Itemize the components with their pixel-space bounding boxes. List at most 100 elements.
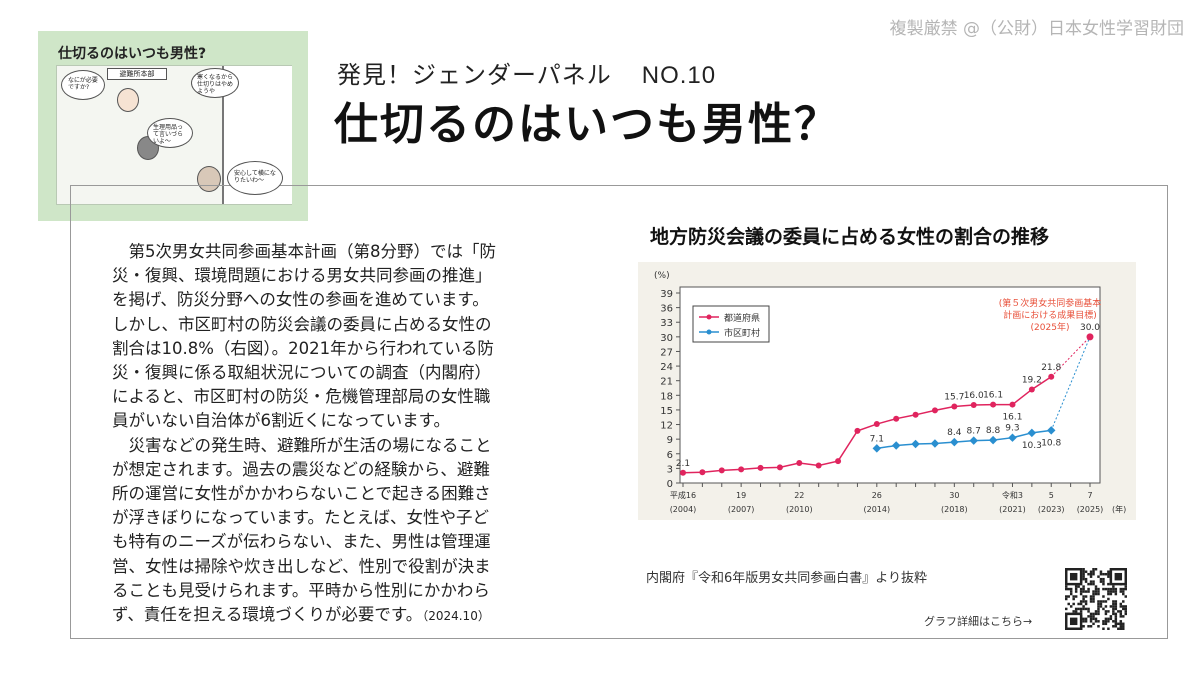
qr-module (1122, 622, 1125, 626)
body-line: ず、責任を担える環境づくりが必要です。（2024.10） (112, 603, 496, 628)
illustration-title: 仕切るのはいつも男性? (58, 46, 207, 62)
qr-module (1112, 620, 1115, 623)
legend-label: 都道府県 (724, 312, 760, 324)
qr-module (1112, 607, 1115, 611)
qr-module (1072, 610, 1075, 613)
qr-module (1065, 597, 1068, 601)
x-tick-label: 22 (794, 491, 804, 500)
manga-illustration: 仕切るのはいつも男性? 避難所本部 なにが必要ですか? 生理用品って言いづらいよ… (38, 31, 308, 221)
body-line: を掲げ、防災分野への女性の参画を進めています。 (112, 290, 489, 310)
qr-module (1084, 570, 1088, 573)
muni-data-point (969, 436, 978, 445)
qr-module (1109, 587, 1113, 591)
qr-module (1112, 602, 1115, 606)
qr-module (1119, 610, 1123, 613)
qr-module (1112, 600, 1115, 603)
qr-module (1082, 617, 1085, 621)
pref-data-point (990, 401, 997, 408)
graph-detail-link[interactable]: グラフ詳細はこちら→ (924, 615, 1033, 628)
qr-module (1092, 572, 1095, 576)
qr-module (1092, 617, 1095, 621)
chart-title: 地方防災会議の委員に占める女性の割合の推移 (650, 226, 1050, 248)
qr-module (1114, 607, 1118, 611)
qr-module (1109, 590, 1113, 593)
muni-target-line (1050, 336, 1091, 431)
qr-module (1074, 610, 1078, 613)
qr-module (1102, 580, 1105, 583)
qr-module (1069, 590, 1073, 593)
pref-data-point (893, 415, 900, 422)
qr-module (1082, 600, 1085, 603)
qr-module (1089, 600, 1093, 603)
person-figure (197, 166, 221, 192)
qr-module (1092, 612, 1095, 616)
qr-module (1104, 620, 1108, 623)
qr-module (1114, 592, 1118, 596)
qr-module (1104, 610, 1108, 613)
body-line: も特有のニーズが伝わらない、また、男性は管理運 (112, 532, 491, 552)
qr-module (1107, 582, 1110, 586)
panel-number: NO.10 (641, 62, 717, 89)
qr-module (1114, 572, 1123, 581)
qr-module (1079, 590, 1083, 593)
y-tick-label: 6 (667, 450, 673, 461)
qr-module (1082, 568, 1085, 571)
qr-module (1065, 587, 1068, 591)
qr-code[interactable] (1065, 568, 1127, 630)
target-annotation: 計画における成果目標) (1003, 309, 1097, 321)
pref-data-point (1028, 386, 1035, 393)
qr-module (1074, 607, 1078, 611)
qr-module (1087, 607, 1090, 611)
qr-module (1107, 617, 1110, 621)
qr-module (1094, 620, 1098, 623)
x-tick-label-year: (2010) (786, 505, 813, 514)
y-tick-label: 0 (667, 479, 673, 490)
qr-module (1119, 627, 1123, 630)
qr-module (1114, 602, 1118, 606)
qr-module (1082, 575, 1085, 578)
qr-module (1097, 612, 1100, 616)
qr-module (1102, 582, 1105, 586)
target-point (1086, 333, 1094, 341)
qr-module (1067, 595, 1070, 598)
pref-data-point (931, 407, 938, 414)
x-tick-label: 令和3 (1002, 490, 1023, 500)
qr-module (1104, 600, 1108, 603)
x-tick-label-year: (2023) (1038, 505, 1065, 514)
qr-module (1092, 580, 1095, 583)
pref-data-point (699, 469, 706, 476)
qr-module (1102, 627, 1105, 630)
qr-module (1082, 595, 1085, 598)
qr-module (1079, 600, 1083, 603)
qr-module (1097, 605, 1100, 608)
chart-panel: (%) 0 3 6 9 12 15 18 21 24 27 30 33 36 39 平成16 (2004) 19(… (638, 262, 1136, 520)
qr-module (1092, 615, 1095, 618)
qr-module (1084, 590, 1088, 593)
qr-module (1119, 622, 1123, 626)
qr-module (1122, 605, 1125, 608)
x-tick-label: 30 (949, 491, 959, 500)
qr-module (1094, 568, 1098, 571)
qr-module (1089, 597, 1093, 601)
qr-module (1065, 585, 1068, 588)
qr-module (1072, 602, 1075, 606)
pref-data-point (873, 421, 880, 428)
qr-module (1089, 575, 1093, 578)
body-line: が浮きぼりになっています。たとえば、女性や子ど (112, 508, 490, 528)
y-tick-label: 3 (667, 464, 673, 475)
pref-target-line (1050, 336, 1091, 378)
qr-module (1119, 605, 1123, 608)
qr-module (1099, 572, 1103, 576)
data-label: 10.3 (1022, 441, 1042, 451)
qr-module (1082, 590, 1085, 593)
qr-module (1087, 590, 1090, 593)
qr-module (1087, 587, 1090, 591)
qr-module (1074, 585, 1078, 588)
qr-module (1122, 615, 1125, 618)
body-line: 災・復興に係る取組状況についての調査（内閣府） (112, 363, 492, 383)
qr-module (1079, 607, 1083, 611)
y-tick-label: 18 (660, 391, 673, 402)
x-tick-label-year: (2021) (999, 505, 1026, 514)
y-axis-unit: (%) (654, 271, 670, 281)
qr-module (1077, 607, 1080, 611)
